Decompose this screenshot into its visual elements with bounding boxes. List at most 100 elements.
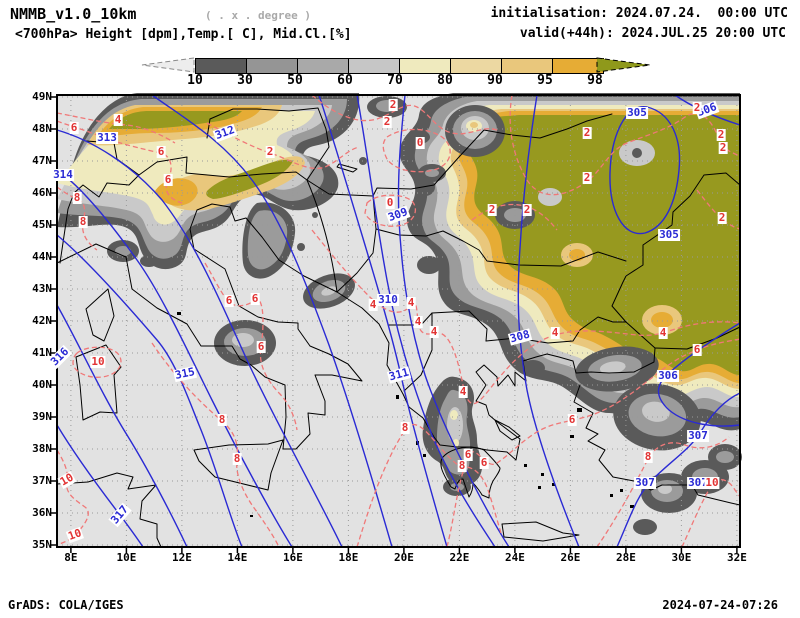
lat-tick-label: 40N xyxy=(32,378,52,391)
creation-timestamp: 2024-07-24-07:26 xyxy=(662,598,778,612)
colorbar-segment xyxy=(400,59,451,73)
lon-tick-label: 12E xyxy=(171,551,192,564)
lat-tick-label: 35N xyxy=(32,538,52,551)
temp-contour-label: 8 xyxy=(72,191,82,204)
colorbar-segment xyxy=(553,59,603,73)
lat-tick-label: 42N xyxy=(32,314,52,327)
temp-contour-label: 4 xyxy=(413,315,423,328)
temp-contour-label: 8 xyxy=(232,452,242,465)
temp-contour-label: 6 xyxy=(163,173,173,186)
temp-contour-label: 2 xyxy=(717,211,727,224)
temp-contour-label: 8 xyxy=(400,421,410,434)
temp-contour-label: 6 xyxy=(69,121,79,134)
colorbar-segment xyxy=(247,59,298,73)
temp-contour-label: 2 xyxy=(582,171,592,184)
temp-contour-label: 8 xyxy=(643,450,653,463)
lon-tick-label: 32E xyxy=(726,551,747,564)
grid-lines xyxy=(57,95,740,547)
temp-contour-label: 4 xyxy=(368,298,378,311)
temp-contour-label: 2 xyxy=(718,141,728,154)
colorbar-tick-label: 90 xyxy=(487,73,503,88)
colorbar-segments xyxy=(195,58,604,74)
temp-contour-label: 4 xyxy=(429,325,439,338)
temp-contour-label: 6 xyxy=(224,294,234,307)
lat-tick-label: 41N xyxy=(32,346,52,359)
valid-time: valid(+44h): 2024.JUL.25 20:00 UTC xyxy=(519,26,786,41)
temp-contour-label: 2 xyxy=(487,203,497,216)
lon-tick-label: 24E xyxy=(504,551,525,564)
lat-tick-label: 49N xyxy=(32,90,52,103)
temp-contour-label: 2 xyxy=(716,128,726,141)
temp-contour-label: 8 xyxy=(78,215,88,228)
colorbar-above-max-arrow xyxy=(596,57,651,73)
temp-contour-label: 6 xyxy=(692,343,702,356)
temp-contour-label: 4 xyxy=(113,113,123,126)
colorbar-tick-label: 50 xyxy=(287,73,303,88)
colorbar-tick-label: 60 xyxy=(337,73,353,88)
lon-tick-label: 28E xyxy=(615,551,636,564)
temp-contour-label: 8 xyxy=(457,459,467,472)
lon-tick-label: 14E xyxy=(227,551,248,564)
model-title: NMMB_v1.0_10km xyxy=(10,5,137,23)
temp-contour-label: 6 xyxy=(250,292,260,305)
lat-tick-label: 36N xyxy=(32,506,52,519)
temp-contour-label: 6 xyxy=(256,340,266,353)
temp-contour-label: 0 xyxy=(415,136,425,149)
colorbar-tick-label: 80 xyxy=(437,73,453,88)
temp-contour-label: 0 xyxy=(385,196,395,209)
colorbar-tick-label: 98 xyxy=(587,73,603,88)
map-canvas xyxy=(51,93,742,553)
height-contour-label: 307 xyxy=(687,476,709,489)
lat-tick-label: 46N xyxy=(32,186,52,199)
grads-credit: GrADS: COLA/IGES xyxy=(8,598,124,612)
height-contour-label: 313 xyxy=(96,131,118,144)
lat-tick-label: 38N xyxy=(32,442,52,455)
product-title: <700hPa> Height [dpm],Temp.[ C], Mid.Cl.… xyxy=(15,27,352,42)
temp-contour-label: 4 xyxy=(658,326,668,339)
temp-contour-label: 2 xyxy=(582,126,592,139)
temp-contour-label: 8 xyxy=(217,413,227,426)
temp-contour-label: 6 xyxy=(479,456,489,469)
colorbar-tick-label: 30 xyxy=(237,73,253,88)
height-contour-label: 314 xyxy=(52,168,74,181)
map-frame xyxy=(51,94,741,553)
colorbar-tick-label: 70 xyxy=(387,73,403,88)
grid-resolution-note: ( . x . degree ) xyxy=(205,9,311,22)
lon-tick-label: 10E xyxy=(116,551,137,564)
lon-tick-label: 30E xyxy=(671,551,692,564)
lat-tick-label: 39N xyxy=(32,410,52,423)
temp-contour-label: 2 xyxy=(382,115,392,128)
temp-contour-label: 2 xyxy=(388,98,398,111)
lat-tick-label: 37N xyxy=(32,474,52,487)
lat-tick-label: 45N xyxy=(32,218,52,231)
height-contour-label: 310 xyxy=(377,293,399,306)
colorbar-tick-label: 10 xyxy=(187,73,203,88)
lat-tick-label: 47N xyxy=(32,154,52,167)
temp-contour-label: 10 xyxy=(90,355,106,368)
height-contour-label: 307 xyxy=(634,476,656,489)
temp-contour-label: 4 xyxy=(550,326,560,339)
colorbar-below-min-arrow xyxy=(141,57,195,73)
lon-tick-label: 20E xyxy=(393,551,414,564)
colorbar-segment xyxy=(349,59,400,73)
colorbar-segment xyxy=(451,59,502,73)
temp-contour-label: 2 xyxy=(692,101,702,114)
lat-tick-label: 43N xyxy=(32,282,52,295)
lon-tick-label: 26E xyxy=(560,551,581,564)
height-contour-label: 307 xyxy=(687,429,709,442)
height-contour-label: 306 xyxy=(657,369,679,382)
axis-ticks xyxy=(51,96,738,553)
temp-contour-label: 2 xyxy=(265,145,275,158)
temp-contour-label: 4 xyxy=(406,296,416,309)
colorbar-tick-label: 95 xyxy=(537,73,553,88)
temp-contour-label: 6 xyxy=(156,145,166,158)
lon-tick-label: 22E xyxy=(449,551,470,564)
lat-tick-label: 44N xyxy=(32,250,52,263)
lon-tick-label: 18E xyxy=(338,551,359,564)
initialisation-time: initialisation: 2024.07.24. 00:00 UTC xyxy=(490,6,788,21)
lat-tick-label: 48N xyxy=(32,122,52,135)
colorbar-segment xyxy=(298,59,349,73)
temp-contour-label: 4 xyxy=(458,385,468,398)
map-area: 305 305 306 306 307 307 307 308 309 310 311 312 313 3… xyxy=(48,93,742,553)
colorbar-segment xyxy=(196,59,247,73)
